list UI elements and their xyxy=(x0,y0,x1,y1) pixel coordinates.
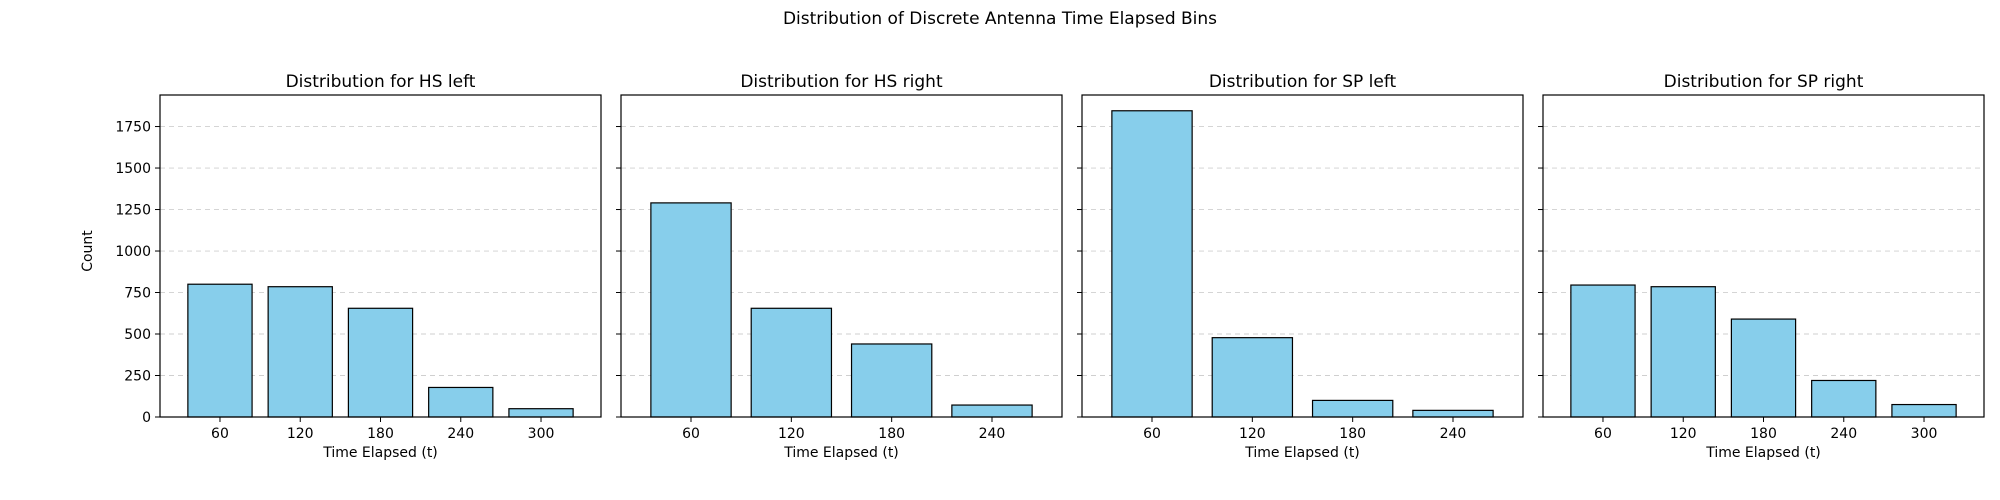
x-tick-label: 60 xyxy=(211,426,229,442)
y-tick-label: 1250 xyxy=(115,203,151,219)
bar-60 xyxy=(188,284,252,417)
subplot-3: 60 120 180 240 Distribution for SP left Time … xyxy=(1077,72,1523,461)
y-tick-label: 1750 xyxy=(115,120,151,136)
y-tick-label: 750 xyxy=(124,286,151,302)
bar-120 xyxy=(1212,338,1292,417)
bar-60 xyxy=(1571,285,1635,417)
x-axis-label: Time Elapsed (t) xyxy=(783,445,899,461)
x-axis-label: Time Elapsed (t) xyxy=(1244,445,1360,461)
x-tick-label: 300 xyxy=(1911,426,1938,442)
x-tick-label: 60 xyxy=(1143,426,1161,442)
x-tick-label: 180 xyxy=(878,426,905,442)
bar-240 xyxy=(1812,380,1876,417)
x-tick-label: 180 xyxy=(1750,426,1777,442)
bar-60 xyxy=(651,203,731,417)
bar-300 xyxy=(509,409,573,417)
y-tick-label: 1000 xyxy=(115,244,151,260)
bar-180 xyxy=(1313,400,1393,417)
subplot-1: 60 120 180 240 300 0 250 500 750 1000 1250 1500 1750… xyxy=(115,72,601,461)
subplot-title: Distribution for HS right xyxy=(740,72,943,92)
bar-180 xyxy=(852,344,932,417)
x-tick-label: 240 xyxy=(1440,426,1467,442)
bar-120 xyxy=(1651,287,1715,417)
x-tick-label: 120 xyxy=(778,426,805,442)
subplots: 60 120 180 240 300 0 250 500 750 1000 1250 1500 1750… xyxy=(115,72,1984,461)
x-axis-label: Time Elapsed (t) xyxy=(1705,445,1821,461)
bar-120 xyxy=(751,308,831,417)
x-tick-label: 240 xyxy=(1830,426,1857,442)
x-tick-label: 240 xyxy=(447,426,474,442)
x-tick-label: 180 xyxy=(1339,426,1366,442)
x-tick-label: 120 xyxy=(287,426,314,442)
bar-120 xyxy=(268,287,332,417)
x-tick-label: 60 xyxy=(682,426,700,442)
x-tick-label: 120 xyxy=(1239,426,1266,442)
bar-60 xyxy=(1112,111,1192,417)
subplot-title: Distribution for SP right xyxy=(1664,72,1864,92)
x-tick-label: 120 xyxy=(1670,426,1697,442)
subplot-title: Distribution for SP left xyxy=(1209,72,1397,92)
y-tick-label: 250 xyxy=(124,369,151,385)
y-axis-label: Count xyxy=(80,230,96,272)
bar-300 xyxy=(1892,405,1956,417)
subplot-2: 60 120 180 240 Distribution for HS right Time… xyxy=(616,72,1062,461)
subplot-title: Distribution for HS left xyxy=(286,72,476,92)
bar-240 xyxy=(1413,410,1493,417)
y-tick-label: 0 xyxy=(142,410,151,426)
bar-240 xyxy=(429,387,493,417)
x-tick-label: 180 xyxy=(367,426,394,442)
y-tick-label: 1500 xyxy=(115,161,151,177)
x-tick-label: 60 xyxy=(1594,426,1612,442)
bar-180 xyxy=(1731,319,1795,417)
figure-title: Distribution of Discrete Antenna Time El… xyxy=(783,9,1217,29)
bar-180 xyxy=(348,308,412,417)
x-axis-label: Time Elapsed (t) xyxy=(322,445,438,461)
subplot-4: 60 120 180 240 300 Distribution for SP right T… xyxy=(1538,72,1984,461)
y-tick-label: 500 xyxy=(124,327,151,343)
x-tick-label: 300 xyxy=(528,426,555,442)
bar-240 xyxy=(952,405,1032,417)
x-tick-label: 240 xyxy=(979,426,1006,442)
